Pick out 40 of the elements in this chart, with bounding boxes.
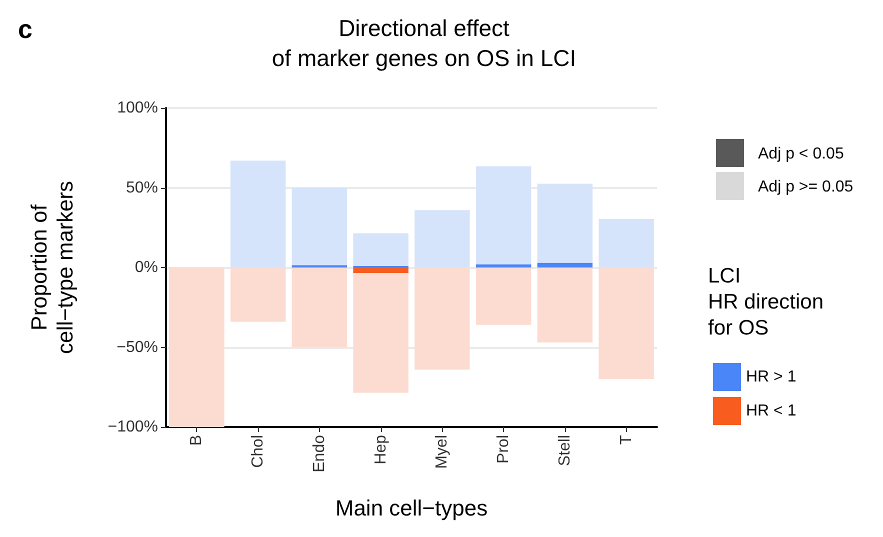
x-tick-label: Myel <box>434 435 451 469</box>
legend-label: HR > 1 <box>746 368 796 386</box>
bar <box>598 218 654 268</box>
bar <box>230 268 286 322</box>
chart-title: Directional effect of marker genes on OS in LCI <box>272 15 576 71</box>
bar <box>169 268 224 427</box>
bar <box>537 268 593 342</box>
bar <box>537 262 593 268</box>
bar <box>230 160 286 268</box>
y-tick-label: 50% <box>126 179 158 196</box>
bar <box>292 188 348 266</box>
bar <box>537 184 593 263</box>
bar <box>292 268 348 348</box>
bar <box>476 268 532 325</box>
bar <box>476 264 532 268</box>
x-tick-label: B <box>188 435 206 446</box>
y-axis-title: Proportion of cell−type markers <box>26 180 78 354</box>
bar <box>414 268 470 370</box>
x-axis-title: Main cell−types <box>335 496 488 520</box>
bar <box>598 268 654 380</box>
text: Adj p < 0.05 <box>758 146 844 162</box>
x-tick-label: Chol <box>250 435 267 468</box>
bar <box>353 273 408 393</box>
text: c <box>18 14 32 44</box>
legend-label: HR < 1 <box>746 402 796 420</box>
text: Adj p >= 0.05 <box>758 178 854 196</box>
y-tick-label: 0% <box>134 259 158 276</box>
bar <box>414 210 470 268</box>
x-tick-label: T <box>618 434 635 445</box>
y-tick-label: 100% <box>117 100 158 116</box>
x-tick-label: Stell <box>556 435 574 466</box>
legend-title: LCI HR direction for OS <box>708 264 824 340</box>
x-tick-label: Endo <box>310 434 328 472</box>
y-tick-label: −100% <box>108 418 158 436</box>
bar <box>353 268 408 274</box>
bar <box>353 233 408 266</box>
bar <box>476 166 532 264</box>
x-tick-label: Prol <box>495 435 512 464</box>
x-tick-label: Hep <box>372 434 390 464</box>
y-tick-label: −50% <box>116 338 158 356</box>
